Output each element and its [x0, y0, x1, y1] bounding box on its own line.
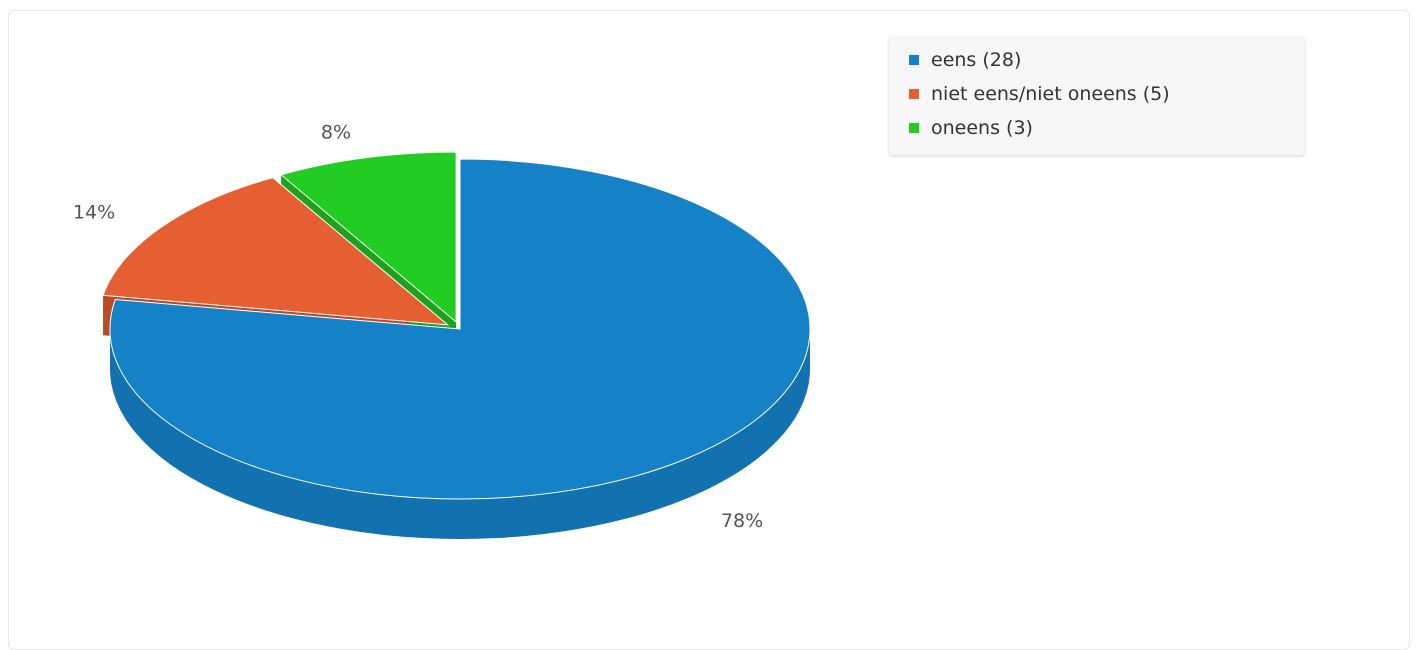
pie-chart: 78% 14% 8%: [73, 121, 811, 539]
legend-item-oneens[interactable]: oneens (3): [909, 111, 1305, 145]
chart-panel: 78% 14% 8% eens (28) niet eens/niet oneens…: [8, 10, 1410, 650]
pie-slice-eens: [109, 158, 811, 500]
pie-label-oneens: 8%: [321, 121, 351, 143]
legend-label-eens: eens (28): [931, 49, 1022, 71]
legend: eens (28) niet eens/niet oneens (5) onee…: [889, 37, 1305, 155]
legend-label-oneens: oneens (3): [931, 117, 1033, 139]
legend-swatch-neutraal: [909, 89, 919, 99]
legend-swatch-eens: [909, 55, 919, 65]
legend-item-neutraal[interactable]: niet eens/niet oneens (5): [909, 77, 1305, 111]
pie-label-neutraal: 14%: [73, 202, 115, 224]
legend-item-eens[interactable]: eens (28): [909, 43, 1305, 77]
pie-label-eens: 78%: [721, 510, 763, 532]
legend-label-neutraal: niet eens/niet oneens (5): [931, 83, 1170, 105]
pie-slice-neutraal: [102, 177, 450, 326]
pie-side-eens: [110, 329, 810, 539]
pie-slice-oneens: [280, 151, 457, 324]
legend-swatch-oneens: [909, 123, 919, 133]
